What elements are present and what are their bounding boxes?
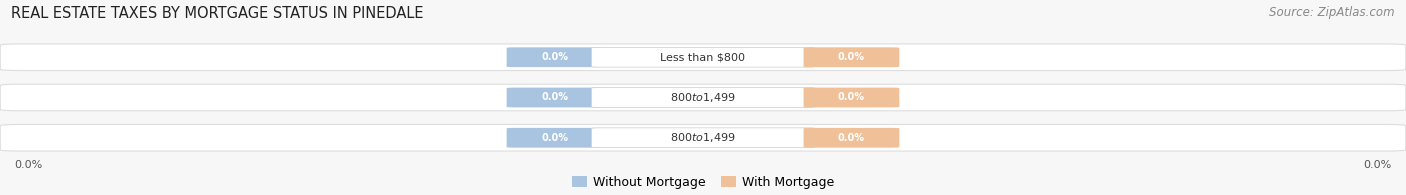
Text: 0.0%: 0.0% <box>541 92 568 103</box>
Text: 0.0%: 0.0% <box>838 52 865 62</box>
Text: $800 to $1,499: $800 to $1,499 <box>671 131 735 144</box>
Text: 0.0%: 0.0% <box>838 133 865 143</box>
Text: 0.0%: 0.0% <box>14 160 42 170</box>
FancyBboxPatch shape <box>0 124 1406 151</box>
FancyBboxPatch shape <box>506 88 602 107</box>
FancyBboxPatch shape <box>592 128 814 148</box>
Text: 0.0%: 0.0% <box>541 52 568 62</box>
FancyBboxPatch shape <box>592 47 814 67</box>
Text: REAL ESTATE TAXES BY MORTGAGE STATUS IN PINEDALE: REAL ESTATE TAXES BY MORTGAGE STATUS IN … <box>11 6 423 21</box>
FancyBboxPatch shape <box>804 88 900 107</box>
FancyBboxPatch shape <box>0 44 1406 71</box>
Text: 0.0%: 0.0% <box>541 133 568 143</box>
Text: Source: ZipAtlas.com: Source: ZipAtlas.com <box>1270 6 1395 19</box>
Text: 0.0%: 0.0% <box>1364 160 1392 170</box>
Legend: Without Mortgage, With Mortgage: Without Mortgage, With Mortgage <box>572 176 834 189</box>
FancyBboxPatch shape <box>506 47 602 67</box>
FancyBboxPatch shape <box>0 84 1406 111</box>
FancyBboxPatch shape <box>804 47 900 67</box>
FancyBboxPatch shape <box>506 128 602 148</box>
FancyBboxPatch shape <box>592 88 814 107</box>
Text: 0.0%: 0.0% <box>838 92 865 103</box>
Text: $800 to $1,499: $800 to $1,499 <box>671 91 735 104</box>
FancyBboxPatch shape <box>804 128 900 148</box>
Text: Less than $800: Less than $800 <box>661 52 745 62</box>
